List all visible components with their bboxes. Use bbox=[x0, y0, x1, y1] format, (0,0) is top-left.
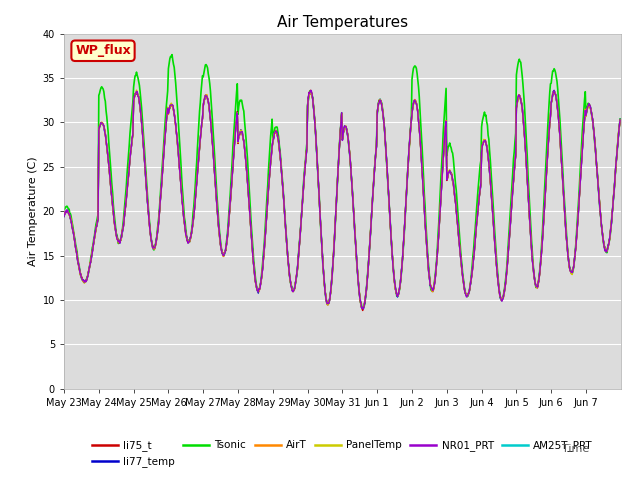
AirT bbox=[616, 118, 624, 123]
NR01_PRT bbox=[228, 183, 236, 189]
NR01_PRT bbox=[616, 117, 624, 123]
li77_temp bbox=[431, 276, 439, 281]
li75_t bbox=[125, 164, 133, 169]
Tsonic bbox=[616, 116, 624, 121]
NR01_PRT bbox=[276, 151, 284, 157]
li75_t bbox=[60, 213, 68, 219]
li75_t bbox=[432, 268, 440, 274]
AirT bbox=[431, 275, 439, 281]
PanelTemp bbox=[401, 219, 408, 225]
NR01_PRT bbox=[432, 268, 440, 274]
Title: Air Temperatures: Air Temperatures bbox=[277, 15, 408, 30]
li77_temp bbox=[400, 232, 408, 238]
AM25T_PRT bbox=[616, 117, 624, 123]
li75_t bbox=[228, 183, 236, 189]
Line: AM25T_PRT: AM25T_PRT bbox=[64, 91, 620, 309]
PanelTemp bbox=[60, 213, 68, 219]
AM25T_PRT bbox=[255, 287, 263, 293]
AM25T_PRT bbox=[400, 233, 408, 239]
li77_temp bbox=[228, 183, 236, 189]
PanelTemp bbox=[277, 159, 285, 165]
Tsonic bbox=[256, 284, 264, 290]
li77_temp bbox=[125, 164, 133, 170]
AirT bbox=[400, 232, 408, 238]
AirT bbox=[125, 164, 133, 170]
PanelTemp bbox=[616, 117, 624, 122]
li75_t bbox=[276, 153, 284, 158]
AM25T_PRT bbox=[276, 152, 284, 158]
AirT bbox=[255, 288, 263, 294]
PanelTemp bbox=[228, 172, 236, 178]
AM25T_PRT bbox=[228, 184, 236, 190]
Y-axis label: Air Temperature (C): Air Temperature (C) bbox=[28, 156, 38, 266]
Tsonic bbox=[401, 221, 408, 227]
AM25T_PRT bbox=[550, 88, 558, 94]
Line: Tsonic: Tsonic bbox=[64, 55, 620, 308]
PanelTemp bbox=[125, 165, 133, 170]
li75_t bbox=[255, 288, 263, 293]
AM25T_PRT bbox=[60, 213, 68, 219]
Text: WP_flux: WP_flux bbox=[75, 44, 131, 57]
NR01_PRT bbox=[307, 87, 315, 93]
NR01_PRT bbox=[125, 165, 133, 171]
Tsonic bbox=[277, 156, 285, 162]
li77_temp bbox=[550, 87, 558, 93]
li75_t bbox=[401, 220, 408, 226]
Line: PanelTemp: PanelTemp bbox=[64, 90, 620, 309]
li77_temp bbox=[60, 214, 68, 220]
NR01_PRT bbox=[401, 219, 408, 225]
Tsonic bbox=[358, 305, 366, 311]
AirT bbox=[550, 88, 558, 94]
li77_temp bbox=[276, 152, 284, 158]
Tsonic bbox=[125, 142, 133, 148]
Line: li75_t: li75_t bbox=[64, 90, 620, 311]
NR01_PRT bbox=[255, 286, 263, 291]
Text: Time: Time bbox=[561, 444, 589, 454]
AM25T_PRT bbox=[125, 164, 133, 170]
AM25T_PRT bbox=[360, 306, 367, 312]
li77_temp bbox=[616, 116, 624, 122]
PanelTemp bbox=[432, 268, 440, 274]
AM25T_PRT bbox=[431, 275, 439, 281]
li77_temp bbox=[255, 287, 263, 292]
AirT bbox=[60, 213, 68, 218]
AirT bbox=[276, 154, 284, 159]
NR01_PRT bbox=[60, 213, 68, 219]
PanelTemp bbox=[359, 306, 367, 312]
li75_t bbox=[359, 308, 367, 313]
li77_temp bbox=[359, 306, 367, 312]
Line: NR01_PRT: NR01_PRT bbox=[64, 90, 620, 309]
li75_t bbox=[307, 87, 314, 93]
Tsonic bbox=[432, 265, 440, 271]
PanelTemp bbox=[256, 287, 264, 292]
Tsonic bbox=[60, 206, 68, 212]
Tsonic bbox=[228, 158, 236, 164]
AirT bbox=[228, 184, 236, 190]
PanelTemp bbox=[132, 87, 140, 93]
Tsonic bbox=[168, 52, 176, 58]
li75_t bbox=[616, 117, 624, 123]
Line: li77_temp: li77_temp bbox=[64, 90, 620, 309]
Line: AirT: AirT bbox=[64, 91, 620, 308]
AirT bbox=[359, 305, 367, 311]
Legend: li75_t, li77_temp, Tsonic, AirT, PanelTemp, NR01_PRT, AM25T_PRT: li75_t, li77_temp, Tsonic, AirT, PanelTe… bbox=[92, 440, 593, 467]
NR01_PRT bbox=[360, 306, 367, 312]
